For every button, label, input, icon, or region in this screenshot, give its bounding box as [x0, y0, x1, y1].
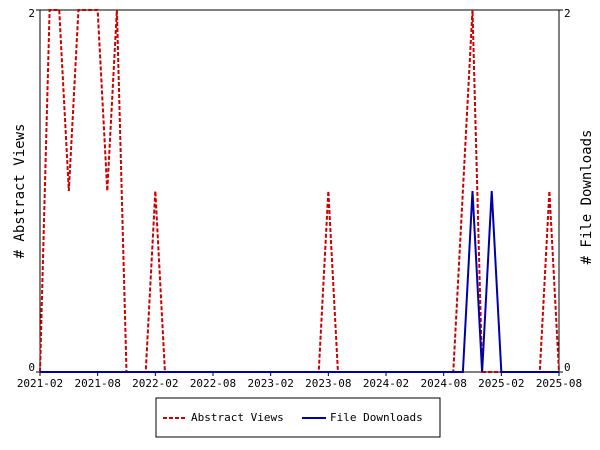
- x-tick-label: 2025-02: [478, 377, 524, 390]
- x-tick-label: 2022-08: [190, 377, 236, 390]
- series-line: [40, 190, 559, 373]
- y-tick-label: 2: [28, 7, 35, 20]
- legend-label: File Downloads: [330, 411, 423, 424]
- series-line: [39, 9, 560, 373]
- x-tick-label: 2024-02: [363, 377, 409, 390]
- x-tick-label: 2021-02: [17, 377, 63, 390]
- legend-label: Abstract Views: [191, 411, 284, 424]
- legend-box: [155, 397, 441, 438]
- x-tick-label: 2024-08: [420, 377, 466, 390]
- x-tick-label: 2022-02: [132, 377, 178, 390]
- x-tick-label: 2021-08: [74, 377, 120, 390]
- y-tick-label: 0: [28, 361, 35, 374]
- x-tick-label: 2023-02: [247, 377, 293, 390]
- y2-tick-label: 2: [564, 7, 571, 20]
- y2-tick-label: 0: [564, 361, 571, 374]
- x-tick-label: 2023-08: [305, 377, 351, 390]
- y-axis-title: # Abstract Views: [12, 124, 28, 259]
- y2-axis-title: # File Downloads: [579, 130, 595, 265]
- x-tick-label: 2025-08: [536, 377, 582, 390]
